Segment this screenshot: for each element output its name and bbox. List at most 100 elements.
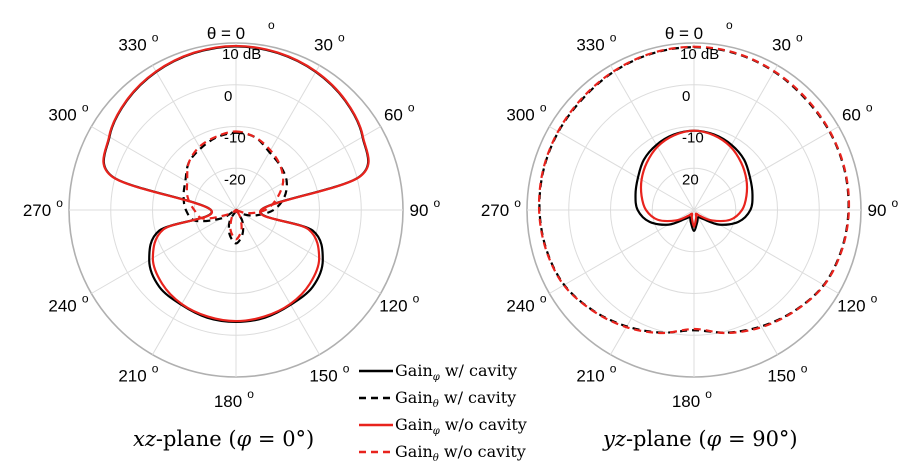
angle-tick-value: 30 [772, 36, 791, 55]
angle-tick-value: 60 [842, 106, 861, 125]
legend-entry-gain-theta-without-cavity: Gainθ w/o cavity [359, 442, 526, 464]
angle-tick-value: 90 [410, 201, 429, 220]
grid-spoke [610, 65, 695, 211]
legend: Gainφ w/ cavity Gainθ w/ cavity Gainφ w/… [359, 361, 527, 464]
angle-tick-value: 120 [379, 297, 407, 316]
angle-tick-label-120: 120 o [379, 292, 419, 316]
angle-tick-value: 90 [868, 201, 887, 220]
angle-degree-mark: o [82, 101, 89, 115]
angle-degree-mark: o [610, 361, 617, 375]
theta-zero-label: θ = 0 o [665, 18, 733, 43]
angle-tick-label-60: 60 o [842, 101, 873, 125]
angle-tick-label-60: 60 o [384, 101, 415, 125]
angle-degree-mark: o [338, 31, 345, 45]
angle-tick-label-210: 210 o [576, 361, 616, 385]
angle-degree-mark: o [892, 196, 899, 210]
angle-degree-mark: o [434, 196, 441, 210]
angle-tick-label-180: 180 o [214, 387, 254, 411]
legend-entry-gain-phi-without-cavity: Gainφ w/o cavity [359, 415, 527, 437]
angle-tick-label-30: 30 o [314, 31, 345, 55]
angle-tick-value: 270 [481, 201, 509, 220]
grid-spoke [91, 209, 237, 294]
angle-tick-value: 330 [576, 36, 604, 55]
angle-tick-label-300: 300 o [506, 101, 546, 125]
radial-tick-label: 0 [682, 88, 690, 105]
angle-tick-label-330: 330 o [118, 31, 158, 55]
caption-yz-plane: yz-plane (φ = 90°) [602, 427, 798, 451]
grid-spoke [235, 209, 320, 355]
legend-entry-gain-theta-with-cavity: Gainθ w/ cavity [359, 388, 516, 410]
angle-degree-mark: o [871, 292, 878, 306]
legend-label: Gainφ w/o cavity [395, 415, 527, 437]
grid-spoke [549, 209, 695, 294]
angle-tick-label-90: 90 o [410, 196, 441, 220]
angle-tick-label-210: 210 o [118, 361, 158, 385]
theta-zero-text: θ = 0 [207, 24, 245, 43]
angle-degree-mark: o [413, 292, 420, 306]
series-line-gainphi-wo-cavity [639, 129, 749, 228]
grid-spoke [152, 209, 237, 355]
grid-spoke [693, 209, 778, 355]
angle-tick-label-150: 150 o [767, 361, 807, 385]
theta-zero-text: θ = 0 [665, 24, 703, 43]
angle-tick-value: 210 [576, 366, 604, 385]
angle-tick-value: 240 [506, 297, 534, 316]
angle-tick-value: 330 [118, 36, 146, 55]
angle-tick-value: 30 [314, 36, 333, 55]
angle-tick-label-300: 300 o [48, 101, 88, 125]
radial-tick-label: 10 dB [680, 46, 719, 63]
grid-spoke [235, 126, 381, 211]
grid-spoke [693, 209, 839, 294]
angle-tick-label-150: 150 o [309, 361, 349, 385]
radial-tick-label: 20 [682, 171, 699, 188]
radial-tick-label: 0 [224, 88, 232, 105]
angle-tick-value: 180 [214, 392, 242, 411]
angle-degree-mark: o [796, 31, 803, 45]
angle-degree-mark: o [56, 196, 63, 210]
angle-tick-value: 240 [48, 297, 76, 316]
radial-tick-label: -10 [682, 130, 704, 147]
series-line-gainphi-w-cavity [634, 129, 754, 232]
angle-tick-value: 60 [384, 106, 403, 125]
angle-tick-value: 300 [48, 106, 76, 125]
angle-tick-label-120: 120 o [837, 292, 877, 316]
grid-spoke [235, 65, 320, 211]
angle-tick-label-90: 90 o [868, 196, 899, 220]
angle-tick-value: 210 [118, 366, 146, 385]
angle-tick-label-240: 240 o [506, 292, 546, 316]
series-line-gaintheta-w-cavity [182, 131, 288, 245]
legend-label: Gainθ w/o cavity [395, 442, 526, 464]
angle-tick-value: 300 [506, 106, 534, 125]
angle-degree-mark: o [801, 361, 808, 375]
series-line-gaintheta-wo-cavity [185, 130, 285, 241]
theta-zero-degree-mark: o [268, 18, 275, 32]
angle-tick-value: 180 [672, 392, 700, 411]
angle-tick-value: 150 [767, 366, 795, 385]
grid-spoke [693, 65, 778, 211]
series-line-gaintheta-w-cavity [538, 46, 850, 334]
grid-spoke [91, 126, 237, 211]
legend-label: Gainφ w/ cavity [395, 361, 517, 383]
angle-tick-label-240: 240 o [48, 292, 88, 316]
grid-spoke [152, 65, 237, 211]
angle-tick-value: 120 [837, 297, 865, 316]
angle-tick-label-180: 180 o [672, 387, 712, 411]
angle-degree-mark: o [343, 361, 350, 375]
grid-spoke [235, 209, 381, 294]
grid-spoke [693, 126, 839, 211]
series-line-gaintheta-wo-cavity [537, 45, 851, 335]
angle-degree-mark: o [866, 101, 873, 115]
angle-degree-mark: o [408, 101, 415, 115]
angle-degree-mark: o [540, 101, 547, 115]
angle-degree-mark: o [514, 196, 521, 210]
radial-tick-label: 10 dB [222, 46, 261, 63]
caption-xz-plane: xz-plane (φ = 0°) [133, 427, 314, 451]
theta-zero-label: θ = 0 o [207, 18, 275, 43]
angle-tick-label-270: 270 o [23, 196, 63, 220]
angle-degree-mark: o [82, 292, 89, 306]
polar-plot-yz-plane: 10 dB 0 -10 20 30 o 60 o 90 o 120 o 150 o 180 o 210 o 240 o… [481, 18, 899, 411]
angle-degree-mark: o [152, 361, 159, 375]
series-line-gainphi-wo-cavity [102, 44, 370, 323]
legend-label: Gainθ w/ cavity [395, 388, 516, 410]
